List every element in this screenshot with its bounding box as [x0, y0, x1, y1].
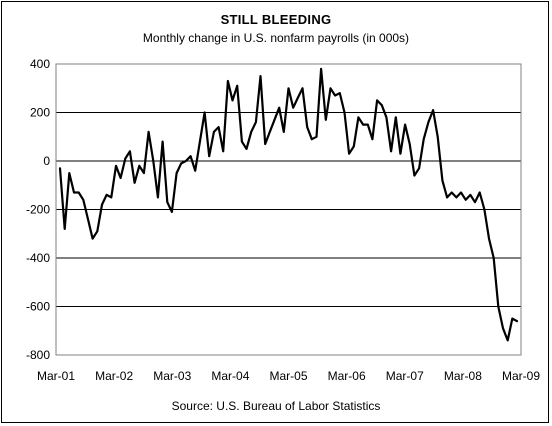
- y-tick-label: -400: [26, 251, 50, 265]
- y-tick-label: -800: [26, 348, 50, 362]
- x-tick-label: Mar-01: [37, 369, 75, 383]
- chart-subtitle: Monthly change in U.S. nonfarm payrolls …: [142, 31, 410, 45]
- x-tick-label: Mar-04: [211, 369, 249, 383]
- x-tick-label: Mar-02: [95, 369, 133, 383]
- x-tick-label: Mar-09: [502, 369, 540, 383]
- x-axis-labels: Mar-01 Mar-02 Mar-03 Mar-04 Mar-05 Mar-06 Mar-…: [37, 369, 540, 383]
- chart-source: Source: U.S. Bureau of Labor Statistics: [171, 399, 381, 413]
- series-line-payroll-change: [58, 67, 519, 342]
- x-tick-label: Mar-08: [444, 369, 482, 383]
- y-tick-label: -600: [26, 300, 50, 314]
- plot-area: [55, 63, 522, 356]
- y-tick-label: 400: [30, 57, 50, 71]
- x-tick-label: Mar-03: [153, 369, 191, 383]
- chart-title: STILL BLEEDING: [220, 12, 332, 27]
- y-tick-label: 200: [30, 106, 50, 120]
- y-tick-label: -200: [26, 203, 50, 217]
- x-tick-label: Mar-06: [328, 369, 366, 383]
- y-axis-labels: 400 200 0 -200 -400 -600 -800: [26, 57, 50, 362]
- gridlines: [56, 112, 521, 307]
- y-tick-label: 0: [43, 154, 50, 168]
- x-tick-label: Mar-07: [386, 369, 424, 383]
- x-tick-label: Mar-05: [269, 369, 307, 383]
